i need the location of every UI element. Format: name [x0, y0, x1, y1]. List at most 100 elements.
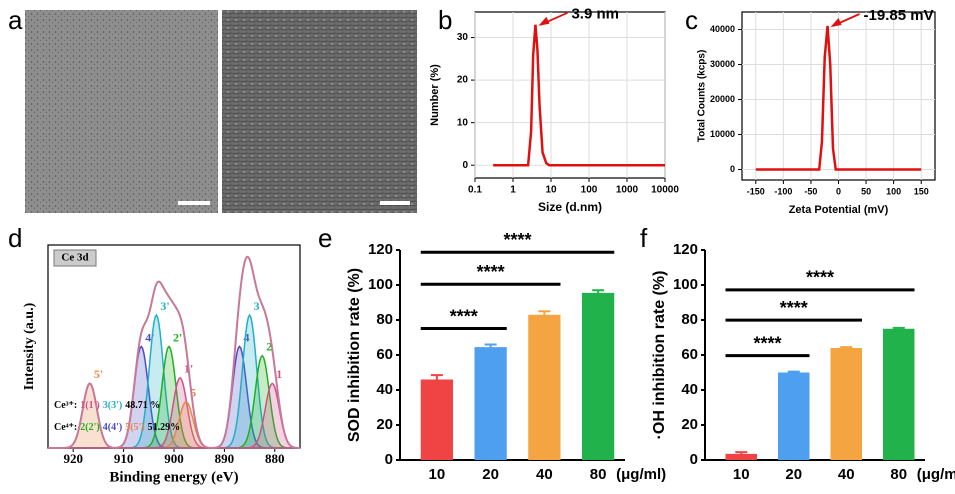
x-tick-label: 20 — [785, 466, 802, 483]
significance-label: **** — [450, 306, 478, 326]
peak-label: 3 — [254, 299, 260, 313]
y-tick-label: 120 — [673, 241, 698, 258]
bar — [582, 292, 615, 460]
significance-label: **** — [477, 262, 505, 282]
panel-label: e — [318, 223, 332, 253]
significance-label: **** — [503, 230, 531, 250]
x-tick-label: 10000 — [651, 185, 679, 196]
y-tick-label: 100 — [368, 276, 393, 293]
significance-label: **** — [780, 298, 808, 318]
y-tick-label: 30 — [457, 32, 469, 43]
y-tick-label: 0 — [462, 160, 468, 171]
fit-component — [47, 382, 301, 449]
panel-label: d — [8, 223, 22, 253]
legend-line: Ce⁴⁺: 2(2') 4(4') 5(5') 51.29% — [54, 422, 180, 433]
y-axis-title: Total Counts (kcps) — [697, 50, 708, 143]
x-tick-label: 80 — [590, 466, 607, 483]
scale-bar — [178, 201, 210, 205]
panel-label: f — [640, 223, 648, 253]
bar — [883, 328, 915, 460]
y-tick-label: 40 — [376, 381, 393, 398]
tem-image — [25, 10, 218, 213]
x-unit: (μg/ml) — [917, 466, 955, 483]
x-unit: (μg/ml) — [616, 466, 666, 483]
y-tick-label: 30000 — [710, 59, 735, 69]
y-axis-title: Intensity (a.u.) — [22, 302, 37, 390]
peak-label: 2' — [173, 330, 182, 344]
legend-segment: 51.29% — [148, 422, 181, 433]
peak-label: 4 — [244, 330, 250, 344]
legend-segment: Ce³⁺: — [54, 400, 77, 411]
x-tick-label: 10 — [733, 466, 750, 483]
plot-frame — [474, 11, 666, 179]
annotation-arrowhead — [830, 18, 842, 27]
y-tick-label: 80 — [376, 311, 393, 328]
y-tick-label: 20000 — [710, 94, 735, 104]
bar — [474, 347, 507, 460]
x-tick-label: 920 — [63, 451, 83, 466]
legend-segment: 1(1') — [80, 400, 99, 411]
legend-segment: 2(2') — [80, 422, 99, 433]
x-tick-label: 10 — [429, 466, 446, 483]
y-tick-label: 0 — [385, 451, 393, 468]
annotation-arrowhead — [538, 16, 550, 26]
peak-label: 4' — [145, 330, 154, 344]
x-tick-label: 10 — [545, 185, 557, 196]
data-line — [493, 24, 665, 167]
box-label: Ce 3d — [61, 252, 88, 264]
x-tick-label: 150 — [914, 186, 929, 196]
legend-segment: Ce⁴⁺: — [54, 422, 77, 433]
x-tick-label: 0.1 — [468, 185, 482, 196]
bar — [778, 372, 810, 460]
y-tick-label: 0 — [730, 164, 735, 174]
x-tick-label: 100 — [581, 185, 598, 196]
error-bar — [892, 326, 905, 330]
x-tick-label: 880 — [265, 451, 285, 466]
y-tick-label: 100 — [673, 276, 698, 293]
error-bar — [484, 343, 497, 350]
legend-segment: 4(4') — [103, 422, 122, 433]
bar — [528, 314, 561, 460]
significance-label: **** — [806, 268, 834, 288]
bar — [725, 453, 757, 460]
bar — [420, 379, 453, 460]
x-tick-label: 910 — [114, 451, 134, 466]
x-axis-title: Zeta Potential (mV) — [789, 204, 889, 216]
y-tick-label: 40000 — [710, 24, 735, 34]
error-bar — [538, 310, 551, 319]
x-tick-label: -100 — [774, 186, 792, 196]
x-tick-label: 40 — [536, 466, 553, 483]
x-tick-label: 890 — [215, 451, 235, 466]
x-tick-label: 900 — [164, 451, 184, 466]
peak-label: 1 — [276, 367, 282, 381]
y-tick-label: 40 — [681, 381, 698, 398]
annotation: -19.85 mV — [864, 7, 934, 24]
panel-label: b — [438, 5, 452, 35]
error-bar — [840, 346, 853, 349]
x-tick-label: 100 — [886, 186, 901, 196]
panel-label: c — [685, 5, 698, 35]
x-tick-label: 40 — [838, 466, 855, 483]
peak-label: 2 — [266, 339, 272, 353]
y-tick-label: 80 — [681, 311, 698, 328]
y-tick-label: 20 — [457, 75, 469, 86]
x-tick-label: 0 — [836, 186, 841, 196]
x-tick-label: -150 — [747, 186, 765, 196]
error-bar — [430, 374, 443, 384]
y-tick-label: 10000 — [710, 129, 735, 139]
y-axis-title: ·OH inhibition rate (%) — [651, 271, 668, 440]
peak-label: 3' — [160, 299, 169, 313]
scale-bar — [380, 201, 410, 205]
x-tick-label: 50 — [861, 186, 871, 196]
fit-envelope — [48, 255, 301, 449]
y-axis-title: SOD inhibition rate (%) — [346, 268, 363, 442]
panel-label: a — [8, 5, 23, 35]
x-tick-label: 80 — [890, 466, 907, 483]
error-bar — [592, 289, 605, 296]
y-tick-label: 60 — [376, 346, 393, 363]
x-tick-label: 1 — [510, 185, 516, 196]
y-tick-label: 120 — [368, 241, 393, 258]
bar — [830, 348, 862, 460]
